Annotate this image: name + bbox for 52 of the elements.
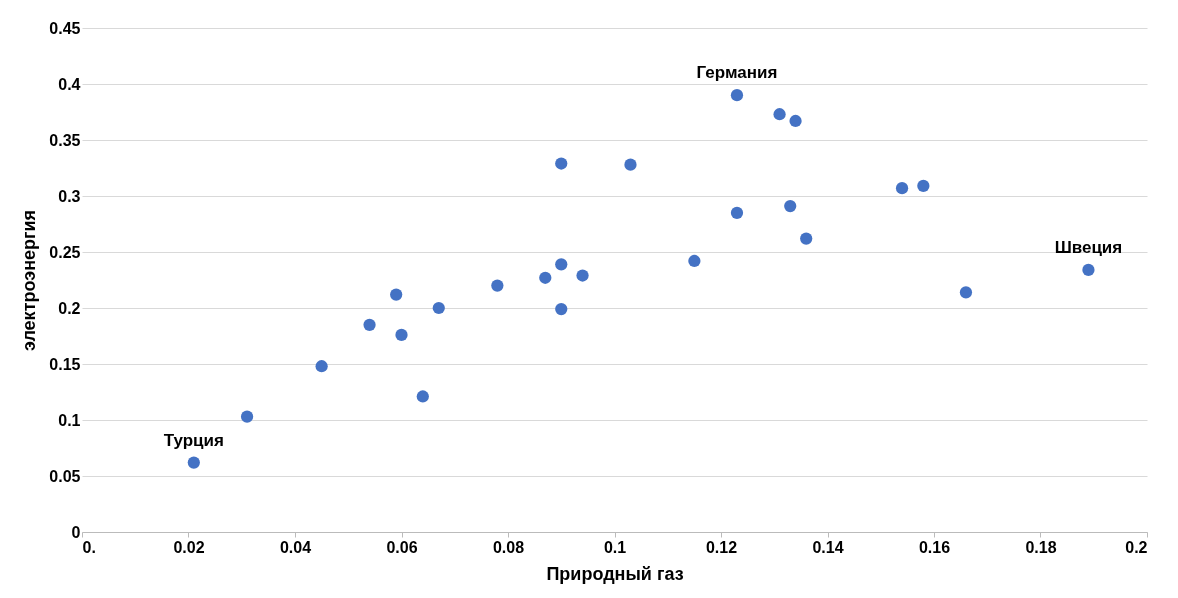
y-tick-label: 0.2: [58, 299, 81, 317]
y-axis-title: электроэнергия: [19, 209, 40, 352]
point: [800, 232, 813, 245]
x-tick-label: 0.04: [279, 538, 312, 556]
point: [1082, 263, 1095, 277]
annotation: Германия: [696, 63, 778, 83]
x-axis-title: Природный газ: [546, 563, 684, 584]
point: [959, 286, 973, 299]
point: [187, 456, 200, 469]
point: [773, 108, 786, 121]
point: [576, 269, 589, 282]
y-tick-label: 0.1: [58, 411, 81, 429]
y-tick-label: 0.05: [49, 467, 81, 485]
point: [789, 114, 802, 128]
y-tick-label: 0.45: [49, 19, 81, 37]
x-tick-label: 0.18: [1025, 538, 1057, 556]
x-tick-label: 0.1: [603, 538, 627, 556]
point: [917, 179, 930, 193]
point: [555, 258, 568, 271]
point: [624, 158, 637, 171]
x-tick-label: 0.12: [705, 538, 738, 556]
point: [895, 182, 909, 195]
point: [688, 254, 701, 268]
x-tick-label: 0.16: [918, 538, 951, 556]
y-tick-label: 0.25: [49, 243, 81, 261]
point: [315, 360, 328, 373]
point: [432, 301, 445, 315]
point: [784, 199, 797, 213]
point: [730, 206, 744, 219]
y-tick-label: 0.4: [58, 75, 81, 93]
x-tick-label: 0.: [82, 538, 96, 556]
point: [555, 157, 568, 170]
x-tick-label: 0.14: [812, 538, 844, 556]
point: [395, 328, 408, 341]
point: [363, 318, 376, 331]
y-tick-label: 0.3: [58, 187, 81, 205]
y-tick-label: 0: [71, 523, 81, 541]
point: [555, 303, 568, 316]
point: [730, 89, 744, 102]
x-tick-label: 0.08: [492, 538, 525, 556]
point: [240, 410, 254, 423]
x-tick-label: 0.2: [1125, 538, 1148, 556]
x-tick-label: 0.06: [386, 538, 418, 556]
point: [416, 390, 429, 403]
point: [390, 288, 403, 301]
x-tick-label: 0.02: [173, 538, 205, 556]
y-tick-label: 0.15: [49, 355, 81, 373]
point: [539, 271, 552, 284]
y-tick-label: 0.35: [49, 131, 81, 149]
annotation: Швеция: [1054, 237, 1123, 257]
point: [491, 279, 504, 292]
annotation: Турция: [163, 430, 224, 450]
